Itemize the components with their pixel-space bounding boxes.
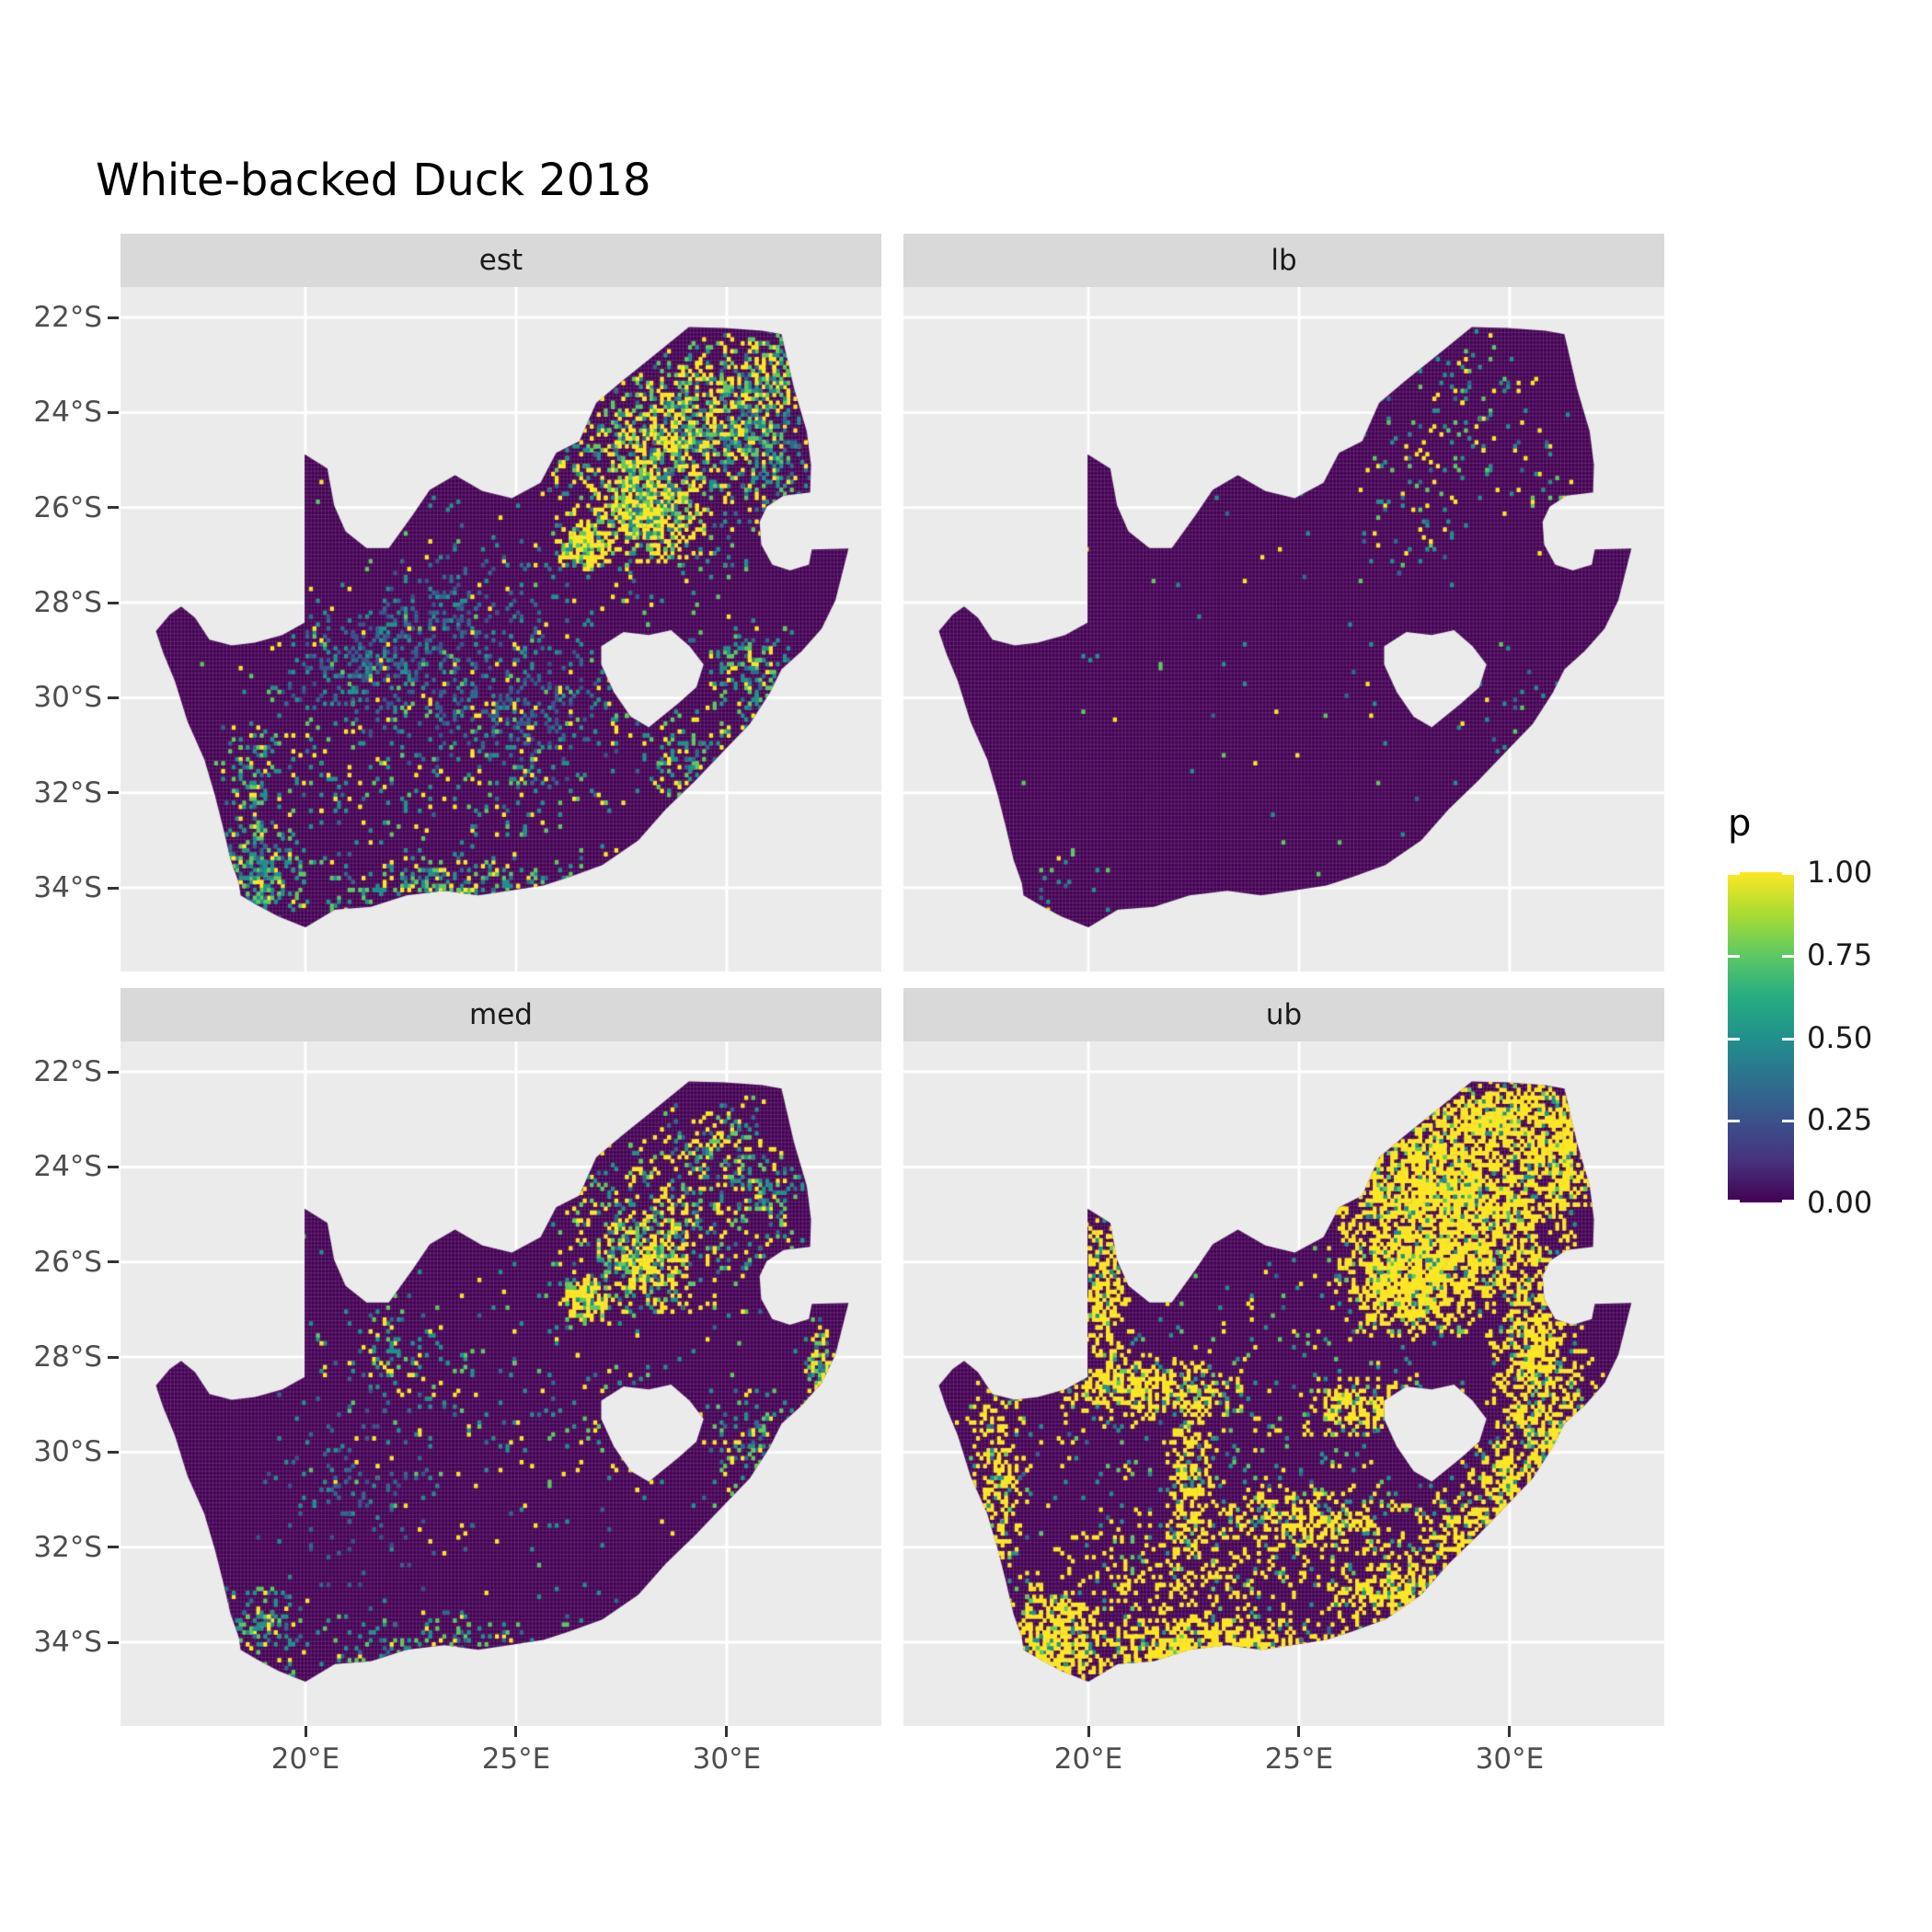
x-axis-tick <box>1508 1726 1512 1737</box>
x-axis-label: 30°E <box>692 1742 762 1776</box>
y-axis-tick <box>108 316 119 319</box>
y-axis-tick <box>108 886 119 890</box>
legend-tick-mark <box>1728 1037 1740 1041</box>
legend-tick-mark <box>1782 1200 1794 1202</box>
legend-tick-mark <box>1728 954 1740 958</box>
y-axis-tick <box>108 1070 119 1074</box>
x-axis-label: 30°E <box>1475 1742 1545 1776</box>
y-axis-label: 30°S <box>33 1435 102 1469</box>
map-canvas-ub <box>903 1041 1664 1726</box>
legend-tick-mark <box>1728 1120 1740 1123</box>
facet-label-est: est <box>478 244 523 277</box>
legend-tick-label: 0.25 <box>1807 1102 1873 1138</box>
y-axis-tick <box>108 696 119 699</box>
y-axis-label: 28°S <box>33 1340 102 1374</box>
y-axis-label: 24°S <box>33 396 102 430</box>
y-axis-tick <box>108 601 119 604</box>
y-axis-label: 32°S <box>33 776 102 810</box>
facet-panel-est <box>121 287 881 972</box>
map-canvas-lb <box>903 287 1664 972</box>
legend-tick-mark <box>1782 1037 1794 1041</box>
facet-label-lb: lb <box>1271 244 1297 277</box>
x-axis-label: 20°E <box>270 1742 340 1776</box>
y-axis-label: 30°S <box>33 681 102 715</box>
legend-tick-mark <box>1728 872 1740 875</box>
x-axis-tick <box>725 1726 729 1737</box>
x-axis-tick <box>304 1726 307 1737</box>
y-axis-label: 34°S <box>33 871 102 905</box>
facet-label-med: med <box>469 998 533 1031</box>
y-axis-tick <box>108 1640 119 1644</box>
x-axis-label: 20°E <box>1053 1742 1123 1776</box>
legend-tick-label: 0.75 <box>1807 937 1873 972</box>
y-axis-tick <box>108 410 119 414</box>
x-axis-tick <box>514 1726 518 1737</box>
y-axis-tick <box>108 1546 119 1549</box>
plot-title: White-backed Duck 2018 <box>96 155 651 206</box>
x-axis-tick <box>1297 1726 1301 1737</box>
y-axis-tick <box>108 791 119 795</box>
y-axis-tick <box>108 506 119 510</box>
facet-strip-lb: lb <box>903 234 1664 287</box>
y-axis-label: 22°S <box>33 1055 102 1089</box>
y-axis-label: 34°S <box>33 1626 102 1660</box>
y-axis-label: 32°S <box>33 1530 102 1564</box>
x-axis-tick <box>1087 1726 1090 1737</box>
legend-tick-label: 0.00 <box>1807 1185 1873 1220</box>
facet-panel-lb <box>903 287 1664 972</box>
y-axis-label: 26°S <box>33 490 102 524</box>
y-axis-tick <box>108 1165 119 1168</box>
facet-panel-ub <box>903 1041 1664 1726</box>
y-axis-label: 22°S <box>33 301 102 335</box>
map-canvas-med <box>121 1041 881 1726</box>
x-axis-label: 25°E <box>1264 1742 1334 1776</box>
legend-tick-label: 0.50 <box>1807 1019 1873 1055</box>
y-axis-tick <box>108 1260 119 1264</box>
legend-tick-mark <box>1782 872 1794 875</box>
legend-tick-label: 1.00 <box>1807 855 1873 890</box>
facet-panel-med <box>121 1041 881 1726</box>
facet-strip-ub: ub <box>903 988 1664 1041</box>
y-axis-tick <box>108 1355 119 1359</box>
facet-label-ub: ub <box>1265 998 1303 1031</box>
y-axis-label: 26°S <box>33 1245 102 1279</box>
facet-strip-est: est <box>121 234 881 287</box>
y-axis-tick <box>108 1450 119 1454</box>
map-canvas-est <box>121 287 881 972</box>
y-axis-label: 24°S <box>33 1150 102 1184</box>
y-axis-label: 28°S <box>33 586 102 620</box>
facet-strip-med: med <box>121 988 881 1041</box>
legend-tick-mark <box>1782 954 1794 958</box>
legend-tick-mark <box>1782 1120 1794 1123</box>
legend-tick-mark <box>1728 1200 1740 1202</box>
legend-title: p <box>1728 802 1752 845</box>
x-axis-label: 25°E <box>481 1742 551 1776</box>
